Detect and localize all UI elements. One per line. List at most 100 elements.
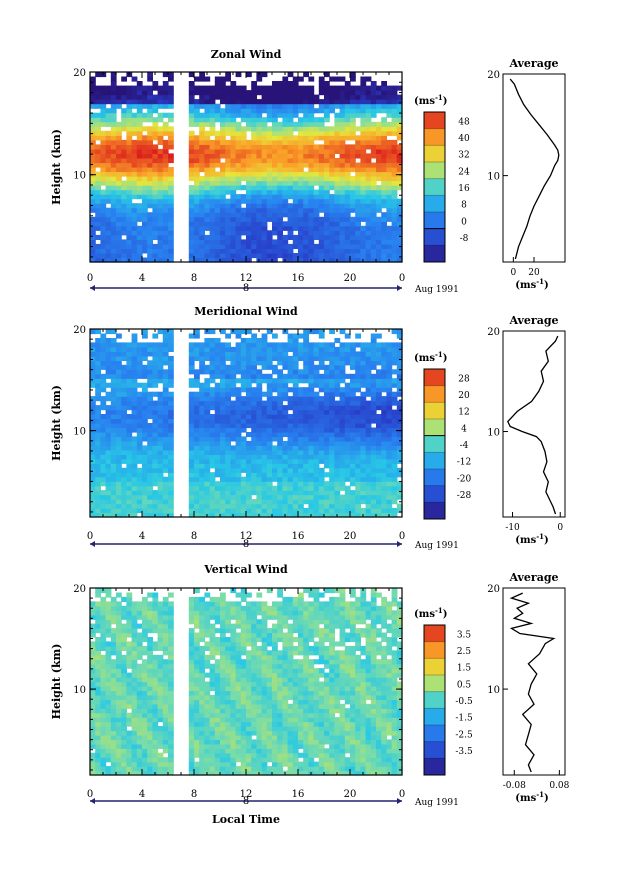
heatmap-cell (110, 369, 117, 375)
heatmap-cell (370, 333, 377, 339)
heatmap-cell (199, 162, 205, 168)
heatmap-cell (344, 351, 351, 357)
heatmap-cell (246, 239, 252, 245)
heatmap-cell (214, 485, 221, 491)
heatmap-cell (136, 405, 143, 411)
heatmap-cell (157, 253, 164, 259)
heatmap-cell (168, 158, 174, 164)
heatmap-cell (90, 686, 96, 692)
heatmap-cell (126, 757, 133, 763)
heatmap-cell (209, 355, 216, 361)
heatmap-cell (136, 445, 143, 451)
heatmap-cell (162, 485, 169, 491)
heatmap-cell (282, 85, 289, 91)
heatmap-cell (136, 243, 143, 249)
heatmap-cell (214, 207, 221, 213)
heatmap-cell (261, 503, 268, 509)
heatmap-cell (147, 342, 153, 348)
heatmap-cell (350, 234, 356, 240)
heatmap-cell (126, 103, 133, 109)
heatmap-cell (339, 414, 346, 420)
heatmap-cell (251, 248, 257, 254)
heatmap-cell (131, 387, 138, 393)
heatmap-cell (246, 373, 252, 379)
heatmap-cell (256, 221, 263, 227)
heatmap-cell (303, 248, 309, 254)
heatmap-cell (376, 207, 382, 213)
heatmap-cell (313, 189, 320, 195)
heatmap-cell (188, 194, 195, 200)
heatmap-cell (391, 391, 398, 397)
heatmap-cell (261, 409, 268, 415)
heatmap-cell (251, 180, 257, 186)
heatmap-cell (194, 153, 200, 159)
heatmap-cell (121, 757, 127, 763)
heatmap-cell (303, 108, 309, 114)
heatmap-cell (329, 126, 335, 132)
heatmap-cell (235, 203, 242, 209)
heatmap-cell (376, 454, 382, 460)
heatmap-cell (313, 378, 320, 384)
heatmap-cell (370, 481, 377, 487)
heatmap-cell (246, 121, 252, 127)
heatmap-cell (282, 458, 289, 464)
y-tick-label: 20 (73, 68, 86, 79)
heatmap-cell (365, 449, 372, 455)
heatmap-cell (116, 234, 122, 240)
heatmap-cell (110, 467, 117, 473)
heatmap-cell (298, 481, 304, 487)
heatmap-cell (292, 418, 299, 424)
heatmap-cell (199, 221, 205, 227)
heatmap-cell (272, 243, 278, 249)
colorbar-tick-label: -20 (457, 474, 472, 484)
heatmap-cell (329, 346, 335, 352)
heatmap-cell (256, 378, 263, 384)
heatmap-cell (168, 436, 174, 442)
heatmap-cell (386, 485, 393, 491)
heatmap-cell (381, 185, 387, 191)
heatmap-cell (282, 472, 289, 478)
heatmap-cell (266, 194, 273, 200)
heatmap-cell (142, 180, 148, 186)
heatmap-cell (355, 512, 361, 518)
heatmap-cell (188, 243, 195, 249)
heatmap-cell (131, 126, 138, 132)
heatmap-cell (261, 405, 268, 411)
heatmap-cell (90, 432, 96, 438)
heatmap-cell (136, 481, 143, 487)
heatmap-cell (121, 387, 127, 393)
heatmap-cell (360, 253, 367, 259)
heatmap-cell (256, 203, 263, 209)
heatmap-cell (110, 686, 117, 692)
heatmap-cell (360, 481, 367, 487)
heatmap-cell (90, 162, 96, 168)
heatmap-cell (142, 189, 148, 195)
heatmap-cell (116, 694, 122, 700)
heatmap-cell (334, 481, 341, 487)
heatmap-cell (214, 400, 221, 406)
heatmap-cell (240, 167, 247, 173)
heatmap-cell (339, 103, 346, 109)
heatmap-cell (105, 139, 112, 145)
heatmap-cell (391, 167, 398, 173)
heatmap-cell (142, 485, 148, 491)
heatmap-cell (220, 76, 226, 82)
heatmap-cell (199, 485, 205, 491)
heatmap-cell (381, 436, 387, 442)
colorbar-tick-label: -12 (457, 458, 472, 468)
heatmap-cell (131, 752, 138, 758)
heatmap-cell (381, 139, 387, 145)
heatmap-cell (313, 253, 320, 259)
heatmap-cell (95, 253, 101, 259)
heatmap-cell (272, 130, 278, 136)
heatmap-cell (126, 663, 133, 669)
heatmap-cell (391, 432, 398, 438)
heatmap-cell (391, 130, 398, 136)
heatmap-cell (121, 85, 127, 91)
heatmap-cell (261, 427, 268, 433)
heatmap-cell (188, 494, 195, 500)
heatmap-cell (381, 253, 387, 259)
heatmap-cell (147, 139, 153, 145)
heatmap-cell (235, 378, 242, 384)
heatmap-cell (277, 373, 283, 379)
